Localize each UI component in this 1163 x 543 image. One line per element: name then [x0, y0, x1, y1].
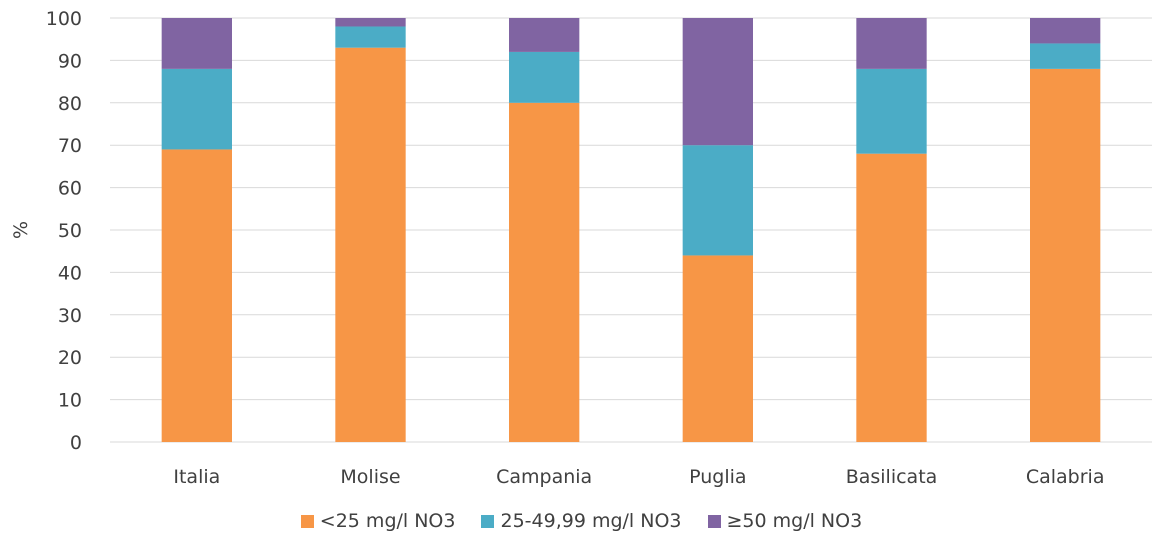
legend-item-high: ≥50 mg/l NO3: [707, 510, 863, 532]
x-tick-label-campania: Campania: [496, 466, 592, 488]
legend-swatch-mid: [481, 514, 495, 528]
bar-molise-series-2: [335, 18, 406, 27]
y-tick-label-100: 100: [46, 8, 82, 30]
bar-italia-series-0: [161, 149, 233, 442]
y-tick-label-10: 10: [58, 390, 82, 412]
legend-item-low: <25 mg/l NO3: [300, 510, 456, 532]
x-tick-label-basilicata: Basilicata: [846, 466, 938, 488]
bar-calabria-series-2: [1029, 18, 1101, 44]
stacked-bar-chart: 0 10 20 30 40 50 60 70 80 90 100% Italia Molise Campa…: [10, 8, 1152, 488]
bar-puglia-series-2: [682, 18, 754, 146]
legend-label-mid: 25-49,99 mg/l NO3: [500, 510, 682, 532]
bar-campania-series-1: [508, 51, 580, 103]
y-tick-label-40: 40: [58, 262, 82, 284]
legend: <25 mg/l NO3 25-49,99 mg/l NO3 ≥50 mg/l …: [0, 506, 1163, 536]
y-tick-label-90: 90: [58, 50, 82, 72]
x-tick-label-molise: Molise: [340, 466, 400, 488]
bar-italia-series-1: [161, 68, 233, 150]
bar-molise-series-1: [335, 26, 406, 48]
bar-molise-series-0: [335, 47, 406, 443]
y-tick-label-60: 60: [58, 178, 82, 200]
y-tick-label-50: 50: [58, 220, 82, 242]
y-tick-label-30: 30: [58, 305, 82, 327]
bar-campania-series-0: [508, 102, 580, 443]
bar-puglia-series-1: [682, 145, 754, 256]
legend-swatch-high: [707, 514, 721, 528]
legend-label-high: ≥50 mg/l NO3: [726, 510, 863, 532]
legend-swatch-low: [300, 514, 314, 528]
legend-item-mid: 25-49,99 mg/l NO3: [481, 510, 682, 532]
bar-puglia-series-0: [682, 255, 754, 442]
bar-basilicata-series-2: [856, 18, 927, 69]
y-axis-label: %: [10, 221, 32, 239]
x-tick-label-calabria: Calabria: [1026, 466, 1105, 488]
bar-basilicata-series-1: [856, 68, 927, 154]
bar-italia-series-2: [161, 18, 233, 69]
legend-label-low: <25 mg/l NO3: [319, 510, 456, 532]
y-tick-label-80: 80: [58, 93, 82, 115]
x-tick-label-italia: Italia: [173, 466, 220, 488]
bar-basilicata-series-0: [856, 153, 927, 442]
bar-calabria-series-0: [1029, 68, 1101, 442]
y-tick-label-70: 70: [58, 135, 82, 157]
x-tick-label-puglia: Puglia: [689, 466, 746, 488]
y-tick-label-0: 0: [70, 432, 82, 454]
bar-calabria-series-1: [1029, 43, 1101, 69]
y-tick-label-20: 20: [58, 347, 82, 369]
bar-campania-series-2: [508, 18, 580, 52]
